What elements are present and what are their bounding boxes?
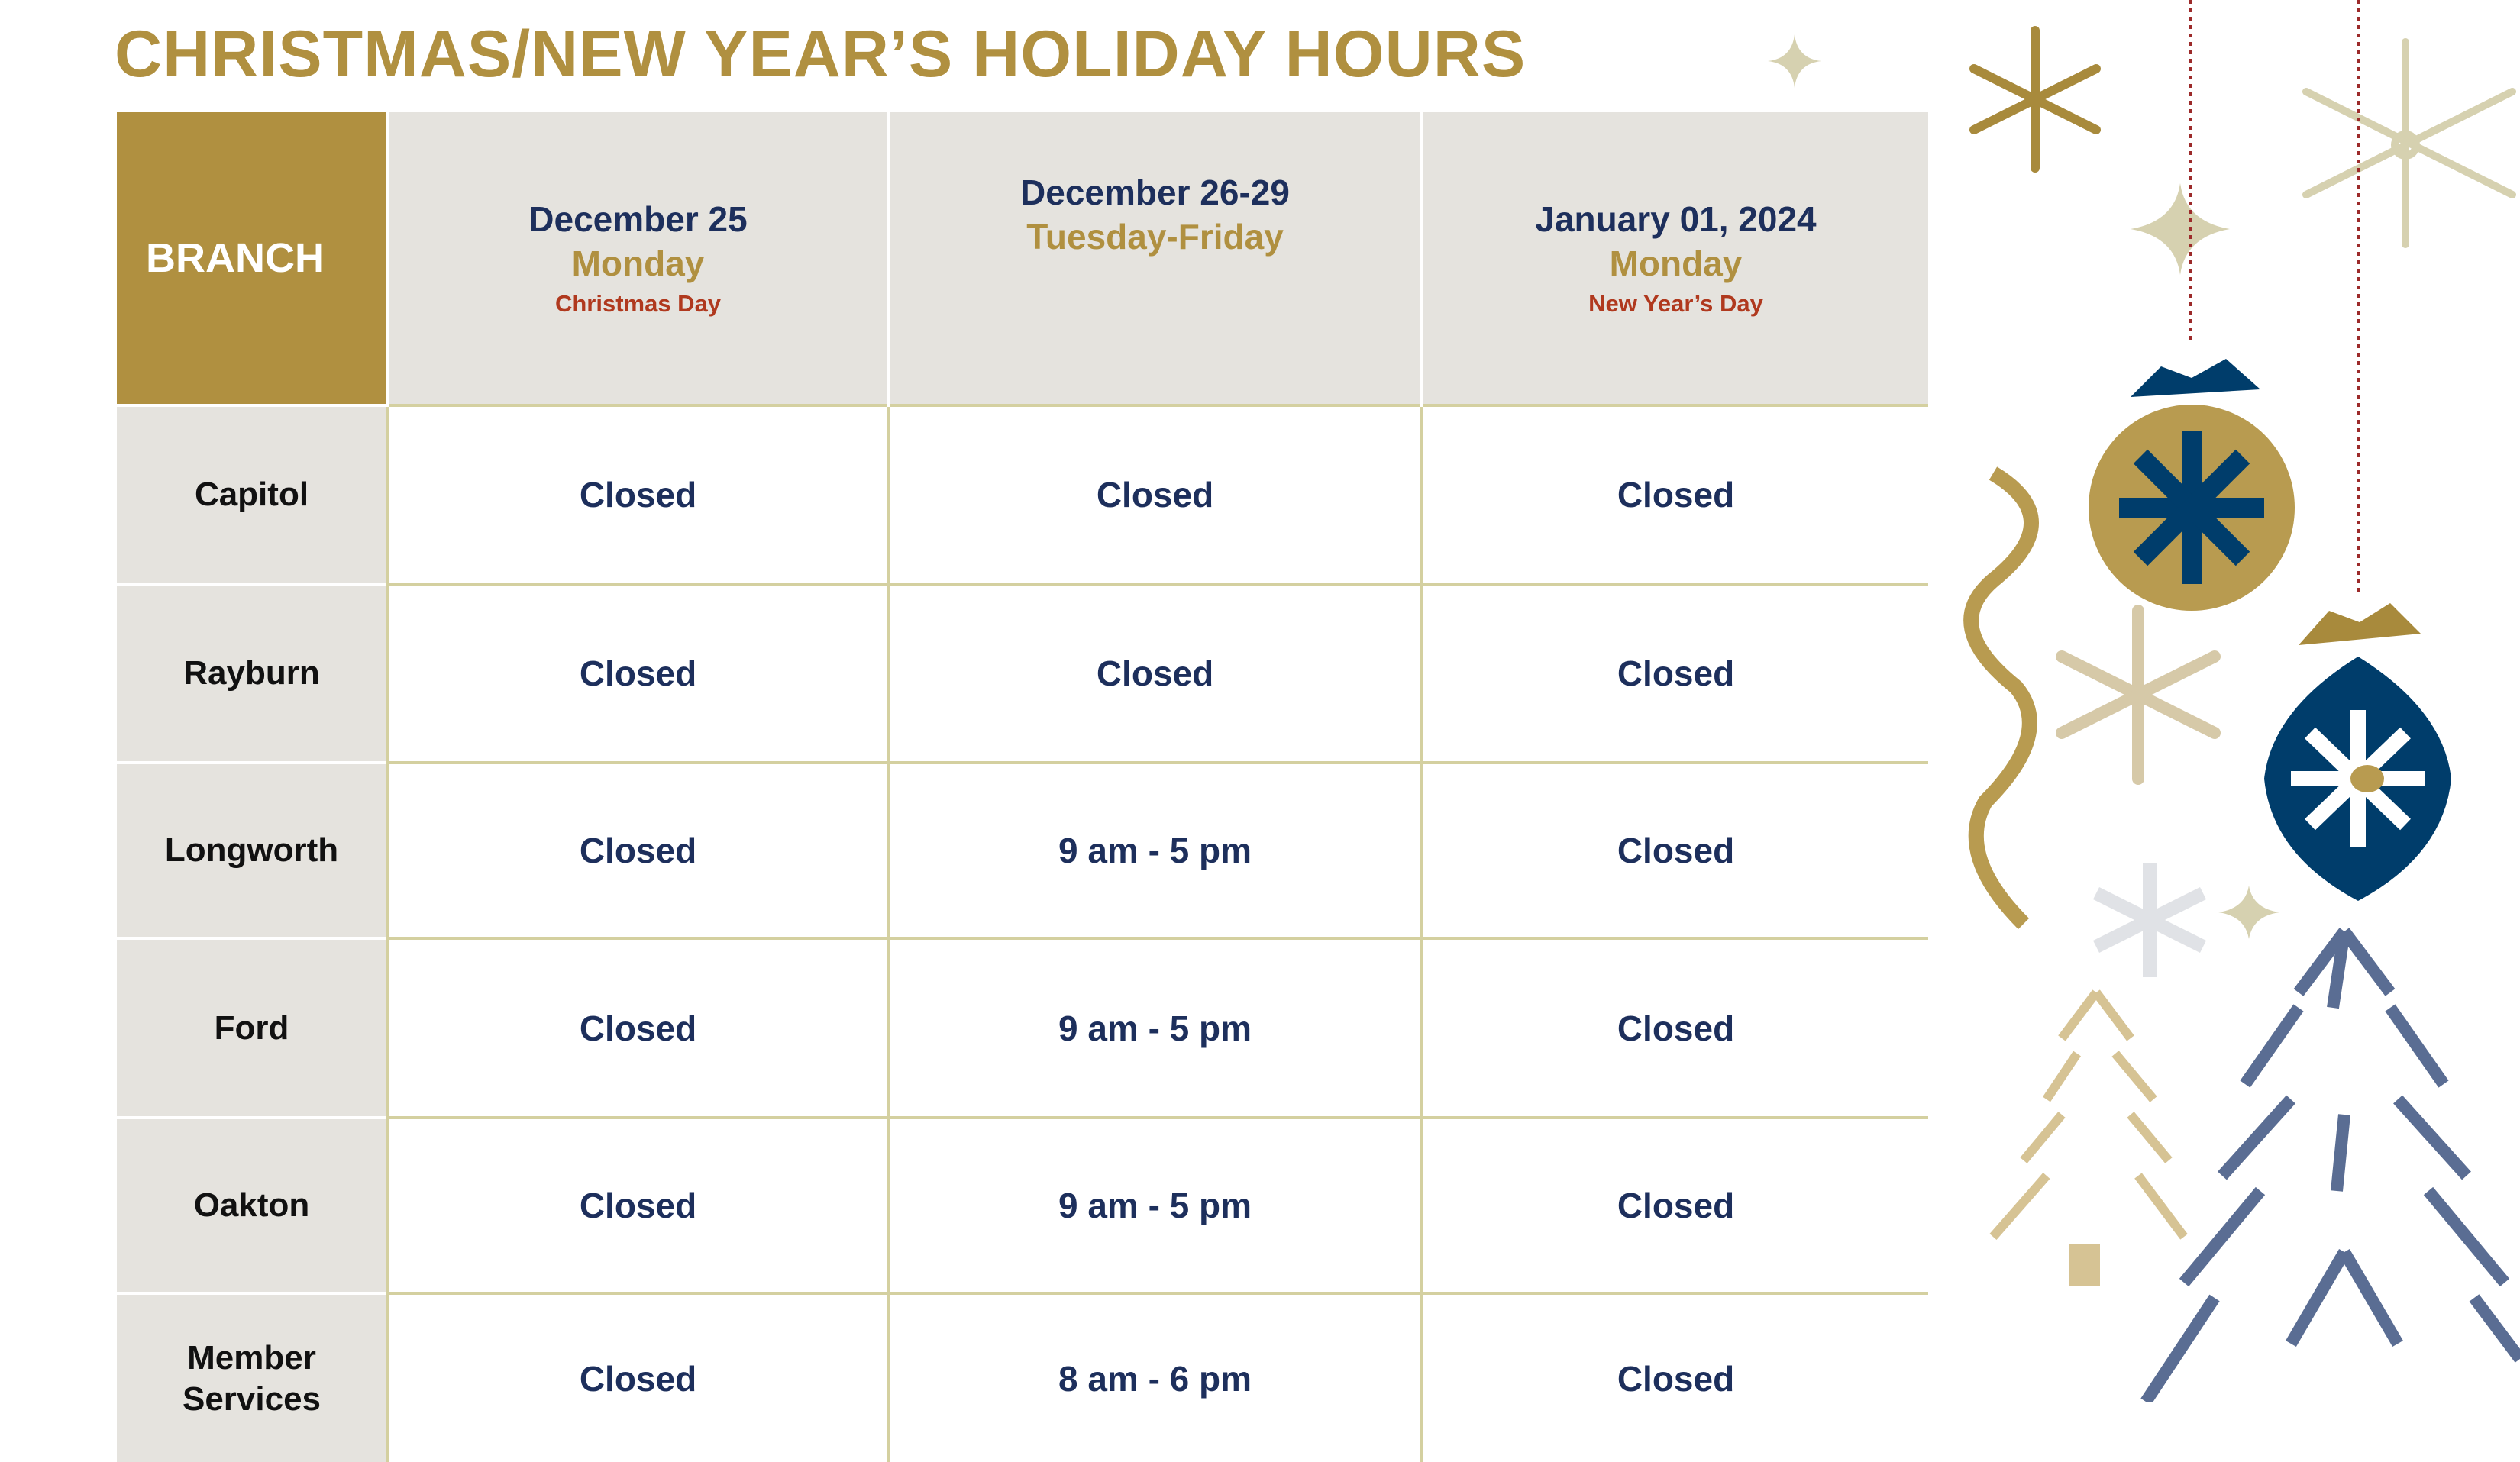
- holiday-hours-table: BRANCH December 25 Monday Christmas Day De…: [117, 112, 1928, 1462]
- hours-cell: 9 am - 5 pm: [887, 761, 1422, 938]
- hours-cell: Closed: [386, 583, 888, 763]
- table-row: Ford Closed 9 am - 5 pm Closed: [117, 937, 1928, 1118]
- hours-cell: Closed: [887, 404, 1422, 584]
- hours-cell: Closed: [386, 1292, 888, 1462]
- column-day: Tuesday-Friday: [1026, 217, 1284, 257]
- branch-name: Ford: [117, 937, 388, 1118]
- ornament-icon: [2089, 359, 2295, 611]
- christmas-tree-icon: [2140, 928, 2520, 1402]
- hours-cell: Closed: [1420, 583, 1928, 763]
- hours-cell: Closed: [386, 761, 888, 938]
- hours-cell: Closed: [1420, 937, 1928, 1118]
- page-title: CHRISTMAS/NEW YEAR’S HOLIDAY HOURS: [115, 18, 1527, 91]
- column-day: Monday: [1609, 244, 1743, 283]
- ribbon-icon: [1963, 466, 2039, 930]
- branch-name: Oakton: [117, 1116, 388, 1293]
- sparkle-icon: [2218, 886, 2279, 939]
- snowflake-icon: [2092, 863, 2207, 977]
- hours-cell: Closed: [1420, 761, 1928, 938]
- snowflake-icon: [1969, 26, 2101, 173]
- hours-cell: Closed: [1420, 1292, 1928, 1462]
- snowflake-icon: [2056, 605, 2221, 785]
- hours-cell: Closed: [386, 404, 888, 584]
- branch-header: BRANCH: [117, 112, 388, 405]
- table-row: Longworth Closed 9 am - 5 pm Closed: [117, 761, 1928, 938]
- column-header: January 01, 2024 Monday New Year’s Day: [1420, 112, 1928, 405]
- branch-name: Rayburn: [117, 583, 388, 763]
- table-header-row: BRANCH December 25 Monday Christmas Day De…: [117, 112, 1928, 405]
- sparkle-icon: [2131, 183, 2230, 275]
- column-date: December 26-29: [1020, 173, 1290, 212]
- column-holiday: Christmas Day: [554, 290, 722, 317]
- holiday-decorations: [1963, 0, 2520, 1402]
- hours-cell: Closed: [887, 583, 1422, 763]
- column-date: January 01, 2024: [1535, 199, 1817, 239]
- column-date: December 25: [528, 199, 748, 239]
- hours-cell: Closed: [386, 937, 888, 1118]
- hours-cell: 9 am - 5 pm: [887, 1116, 1422, 1293]
- branch-name: Capitol: [117, 404, 388, 584]
- column-header: December 25 Monday Christmas Day: [386, 112, 888, 405]
- table-row: Rayburn Closed Closed Closed: [117, 583, 1928, 763]
- hours-cell: Closed: [1420, 1116, 1928, 1293]
- sparkle-icon: [1768, 34, 1821, 88]
- ornament-icon: [2264, 603, 2451, 901]
- christmas-tree-icon: [1989, 989, 2188, 1286]
- hours-cell: Closed: [386, 1116, 888, 1293]
- branch-name: Member Services: [117, 1292, 388, 1462]
- hours-cell: Closed: [1420, 404, 1928, 584]
- branch-name: Longworth: [117, 761, 388, 938]
- table-row: Member Services Closed 8 am - 6 pm Closed: [117, 1292, 1928, 1462]
- hours-cell: 8 am - 6 pm: [887, 1292, 1422, 1462]
- column-day: Monday: [571, 244, 705, 283]
- table-row: Oakton Closed 9 am - 5 pm Closed: [117, 1116, 1928, 1293]
- column-holiday: New Year’s Day: [1588, 290, 1763, 317]
- column-header: December 26-29 Tuesday-Friday: [887, 112, 1422, 405]
- table-row: Capitol Closed Closed Closed: [117, 404, 1928, 584]
- hours-cell: 9 am - 5 pm: [887, 937, 1422, 1118]
- snowflake-icon: [2302, 38, 2516, 248]
